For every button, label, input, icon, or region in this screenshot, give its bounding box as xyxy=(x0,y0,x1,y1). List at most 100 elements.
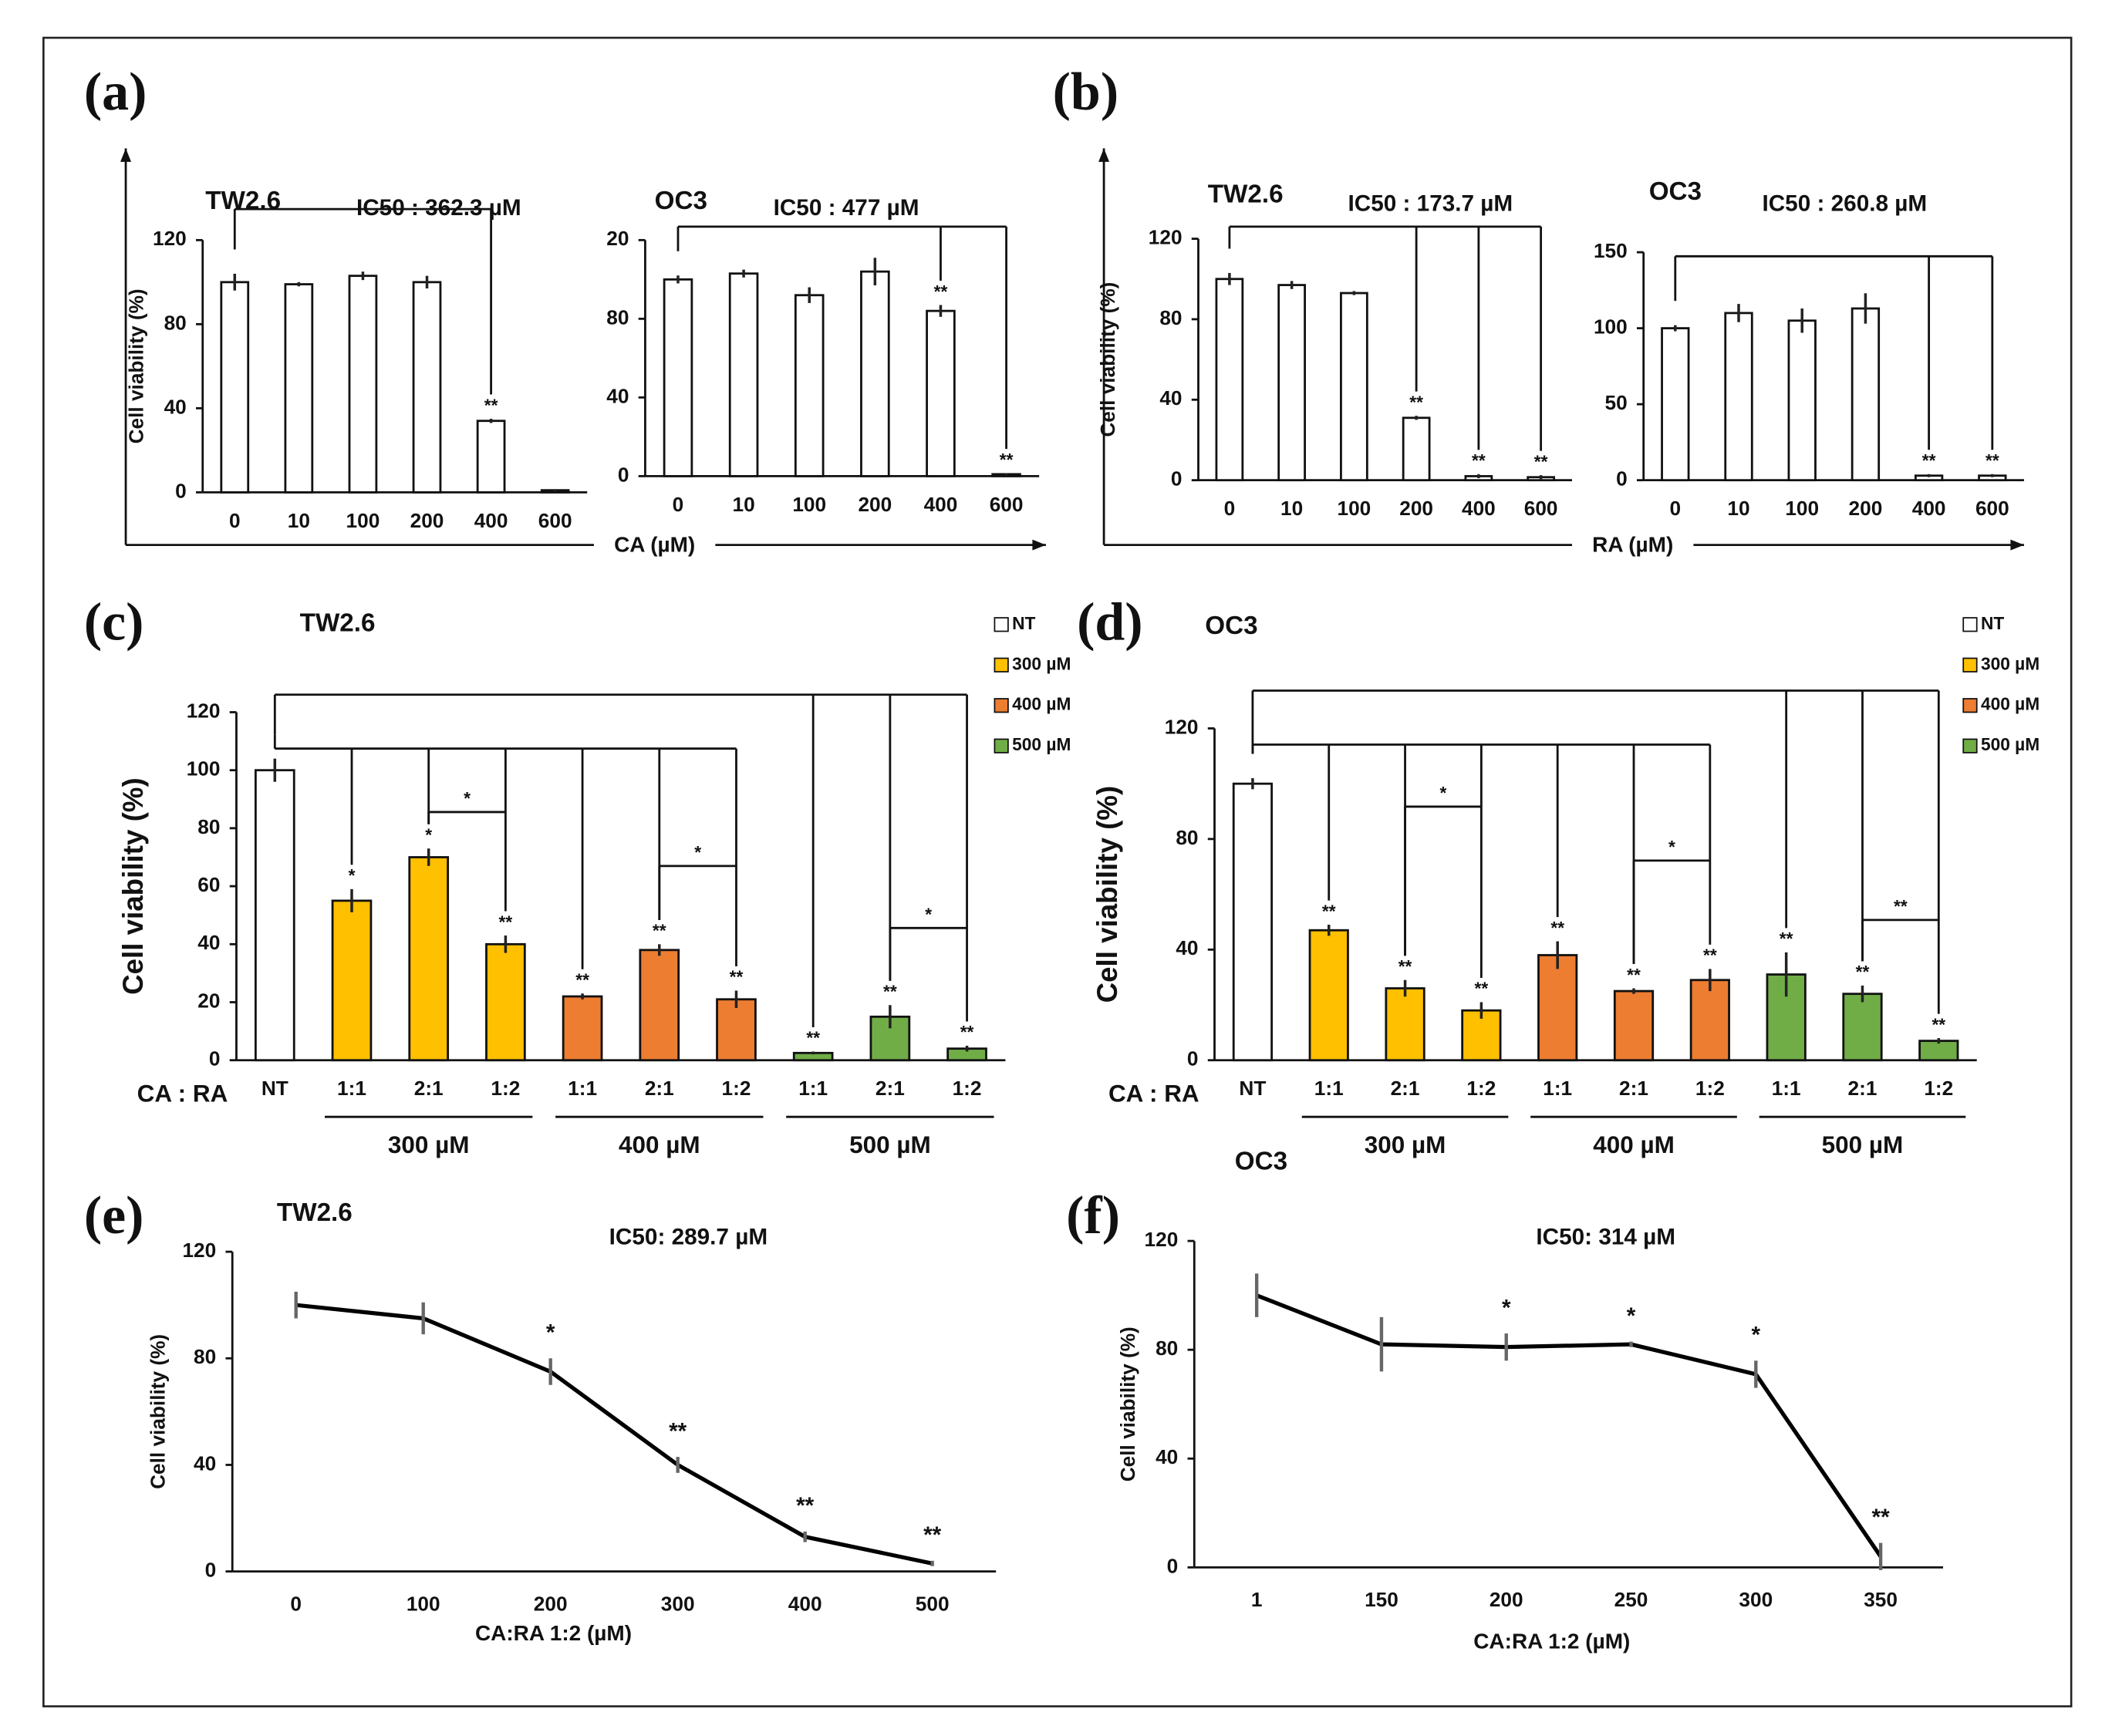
bar xyxy=(1308,929,1349,1062)
y-tick-label: 0 xyxy=(209,1047,221,1070)
x-tick-label: 500 xyxy=(916,1592,950,1615)
x-tick-label: 600 xyxy=(538,509,572,532)
y-tick-label: 0 xyxy=(1171,467,1183,490)
ic50-annotation: IC50: 314 µM xyxy=(1536,1224,1675,1249)
y-tick-label: 80 xyxy=(606,305,629,329)
y-tick-label: 40 xyxy=(1176,936,1198,959)
legend-swatch xyxy=(1962,698,1978,713)
legend-swatch xyxy=(1962,738,1978,753)
bar xyxy=(562,995,603,1062)
x-tick-label: 600 xyxy=(1975,497,2009,520)
x-tick-label: 1:2 xyxy=(722,1077,751,1100)
bracket-label: * xyxy=(1668,837,1675,857)
x-tick-label: NT xyxy=(1239,1077,1266,1100)
chart-title: OC3 xyxy=(1649,177,1702,206)
bar xyxy=(1215,278,1244,482)
bar xyxy=(639,949,680,1062)
y-tick-label: 40 xyxy=(197,931,220,954)
bar xyxy=(1689,979,1730,1062)
significance-label: ** xyxy=(1475,979,1489,999)
bar xyxy=(408,856,450,1062)
significance-label: ** xyxy=(1780,929,1793,949)
bar xyxy=(1851,307,1881,482)
y-tick-label: 0 xyxy=(175,479,187,502)
x-tick-label: 200 xyxy=(534,1592,568,1615)
legend-swatch xyxy=(1962,657,1978,672)
arrow-head xyxy=(120,148,132,162)
significance-label: * xyxy=(1502,1295,1511,1320)
bar xyxy=(476,420,506,494)
x-tick-label: 600 xyxy=(1524,497,1558,520)
chart-title: OC3 xyxy=(1235,1147,1287,1175)
chart-title: TW2.6 xyxy=(1208,180,1284,208)
y-tick-label: 100 xyxy=(1594,315,1628,339)
line xyxy=(1256,1293,1883,1558)
chart-title: OC3 xyxy=(655,187,707,215)
significance-label: ** xyxy=(1398,956,1412,976)
bar xyxy=(663,278,693,477)
legend-swatch xyxy=(994,738,1009,753)
bar xyxy=(254,769,295,1062)
x-tick-label: 1:1 xyxy=(1314,1077,1344,1100)
legend-label: 400 µM xyxy=(1012,694,1071,714)
significance-label: * xyxy=(1627,1303,1636,1329)
chart-title: TW2.6 xyxy=(277,1198,353,1227)
arrow-head xyxy=(1032,539,1046,551)
x-tick-label: 400 xyxy=(924,493,958,516)
x-tick-label: 0 xyxy=(1670,497,1682,520)
y-tick-label: 0 xyxy=(1616,467,1628,490)
y-tick-label: 20 xyxy=(197,989,220,1012)
panel-label: (d) xyxy=(1077,592,1143,652)
significance-label: ** xyxy=(653,921,666,941)
significance-label: ** xyxy=(883,982,897,1002)
ic50-annotation: IC50 : 260.8 µM xyxy=(1762,191,1927,217)
bar xyxy=(860,270,890,477)
significance-label: ** xyxy=(575,970,589,990)
bar xyxy=(1232,782,1274,1062)
bar xyxy=(1277,284,1306,482)
x-prefix: CA : RA xyxy=(137,1080,228,1107)
x-tick-label: 0 xyxy=(1224,497,1236,520)
bar xyxy=(728,272,759,477)
x-tick-label: 600 xyxy=(990,493,1024,516)
legend-swatch xyxy=(1962,617,1978,632)
significance-label: ** xyxy=(1856,962,1870,982)
y-axis-label: Cell viability (%) xyxy=(125,288,148,443)
bracket-label: * xyxy=(464,788,471,808)
y-tick-label: 150 xyxy=(1594,239,1628,262)
y-tick-label: 100 xyxy=(187,757,221,780)
significance-label: ** xyxy=(1922,450,1936,470)
x-tick-label: 10 xyxy=(733,493,755,516)
x-tick-label: 10 xyxy=(1727,497,1749,520)
x-tick-label: 200 xyxy=(1399,497,1433,520)
x-tick-label: 1:2 xyxy=(953,1077,982,1100)
bar xyxy=(716,998,757,1062)
y-tick-label: 120 xyxy=(187,699,221,722)
ic50-annotation: IC50 : 362.3 µM xyxy=(356,195,521,221)
x-tick-label: 1:1 xyxy=(798,1077,828,1100)
significance-label: ** xyxy=(1703,946,1717,966)
line xyxy=(295,1303,933,1566)
arrow-head xyxy=(2010,539,2024,551)
panel-label: (f) xyxy=(1066,1186,1120,1246)
y-tick-label: 80 xyxy=(197,815,220,838)
bar xyxy=(1787,319,1817,482)
x-tick-label: 100 xyxy=(1338,497,1371,520)
y-tick-label: 40 xyxy=(1156,1445,1178,1468)
group-label: 400 µM xyxy=(1593,1131,1675,1158)
x-prefix: CA : RA xyxy=(1108,1080,1199,1107)
bar xyxy=(794,294,825,477)
y-tick-label: 40 xyxy=(606,384,629,407)
y-tick-label: 120 xyxy=(1145,1228,1179,1251)
bar xyxy=(331,899,373,1062)
x-tick-label: 400 xyxy=(1912,497,1946,520)
bar xyxy=(926,309,956,477)
significance-label: ** xyxy=(1627,965,1641,985)
y-axis-label: Cell viability (%) xyxy=(117,777,149,995)
group-label: 400 µM xyxy=(619,1131,700,1158)
significance-label: ** xyxy=(934,281,948,302)
significance-label: ** xyxy=(796,1493,815,1519)
y-tick-label: 80 xyxy=(1159,306,1182,329)
bracket-label: * xyxy=(1440,783,1447,803)
